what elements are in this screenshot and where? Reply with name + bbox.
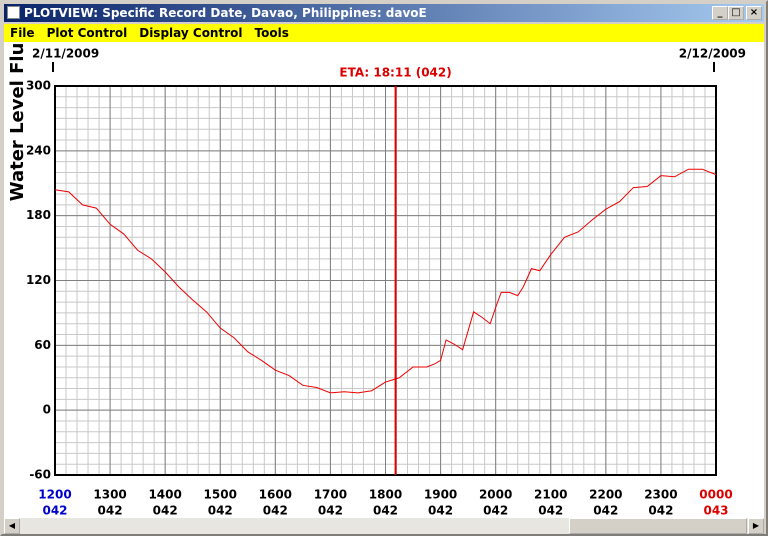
- app-icon: [7, 6, 20, 19]
- plot-frame: [54, 85, 717, 476]
- y-tick-label: 300: [26, 79, 51, 93]
- scroll-right[interactable]: ▶: [748, 518, 764, 534]
- y-axis-label: Water Level Fluctuations in cm: [7, 42, 28, 201]
- x-tick-label: 2000: [479, 488, 512, 502]
- x-tick-day: 042: [593, 504, 618, 518]
- x-tick-day: 042: [318, 504, 343, 518]
- title-bar: PLOTVIEW: Specific Record Date, Davao, P…: [4, 4, 764, 22]
- x-tick-day: 042: [538, 504, 563, 518]
- chart: 2/11/2009 2/12/2009 Water Level Fluctuat…: [4, 42, 764, 518]
- x-tick-label: 2200: [589, 488, 622, 502]
- x-tick-label: 1600: [259, 488, 292, 502]
- data-line: [54, 168, 717, 394]
- x-tick-day: 042: [648, 504, 673, 518]
- x-tick-label: 0000: [699, 488, 732, 502]
- scrollbar[interactable]: ◀ ▶: [4, 518, 764, 534]
- menu-bar: File Plot Control Display Control Tools: [4, 24, 764, 42]
- y-tick-label: -60: [29, 468, 51, 482]
- x-tick-day: 042: [483, 504, 508, 518]
- x-tick-label: 1400: [148, 488, 181, 502]
- x-tick-day: 043: [703, 504, 728, 518]
- x-tick-day: 042: [263, 504, 288, 518]
- x-tick-day: 042: [42, 504, 67, 518]
- menu-item[interactable]: Plot Control: [46, 26, 128, 40]
- window-title: PLOTVIEW: Specific Record Date, Davao, P…: [24, 6, 427, 20]
- start-date: 2/11/2009: [32, 47, 99, 61]
- x-tick-day: 042: [373, 504, 398, 518]
- scroll-left[interactable]: ◀: [4, 518, 20, 534]
- menu-item[interactable]: File: [10, 26, 35, 40]
- y-tick-label: 180: [26, 208, 51, 222]
- y-tick-label: 240: [26, 143, 51, 157]
- x-tick-day: 042: [153, 504, 178, 518]
- end-date: 2/12/2009: [679, 47, 746, 61]
- close-button[interactable]: ×: [746, 6, 762, 20]
- x-tick-day: 042: [428, 504, 453, 518]
- eta-label: ETA: 18:11 (042): [339, 66, 451, 80]
- scroll-thumb[interactable]: [569, 518, 747, 534]
- y-tick-label: 120: [26, 273, 51, 287]
- x-tick-label: 1200: [38, 488, 71, 502]
- menu-item[interactable]: Tools: [254, 26, 289, 40]
- minimize-button[interactable]: _: [712, 6, 728, 20]
- y-tick-label: 0: [43, 403, 51, 417]
- x-tick-label: 1900: [424, 488, 457, 502]
- maximize-button[interactable]: □: [728, 6, 744, 20]
- x-tick-label: 1800: [369, 488, 402, 502]
- x-tick-day: 042: [98, 504, 123, 518]
- x-tick-label: 1500: [204, 488, 237, 502]
- x-tick-label: 1700: [314, 488, 347, 502]
- x-tick-label: 1300: [93, 488, 126, 502]
- x-tick-day: 042: [208, 504, 233, 518]
- x-tick-label: 2100: [534, 488, 567, 502]
- menu-item[interactable]: Display Control: [139, 26, 243, 40]
- y-tick-label: 60: [34, 338, 51, 352]
- x-tick-label: 2300: [644, 488, 677, 502]
